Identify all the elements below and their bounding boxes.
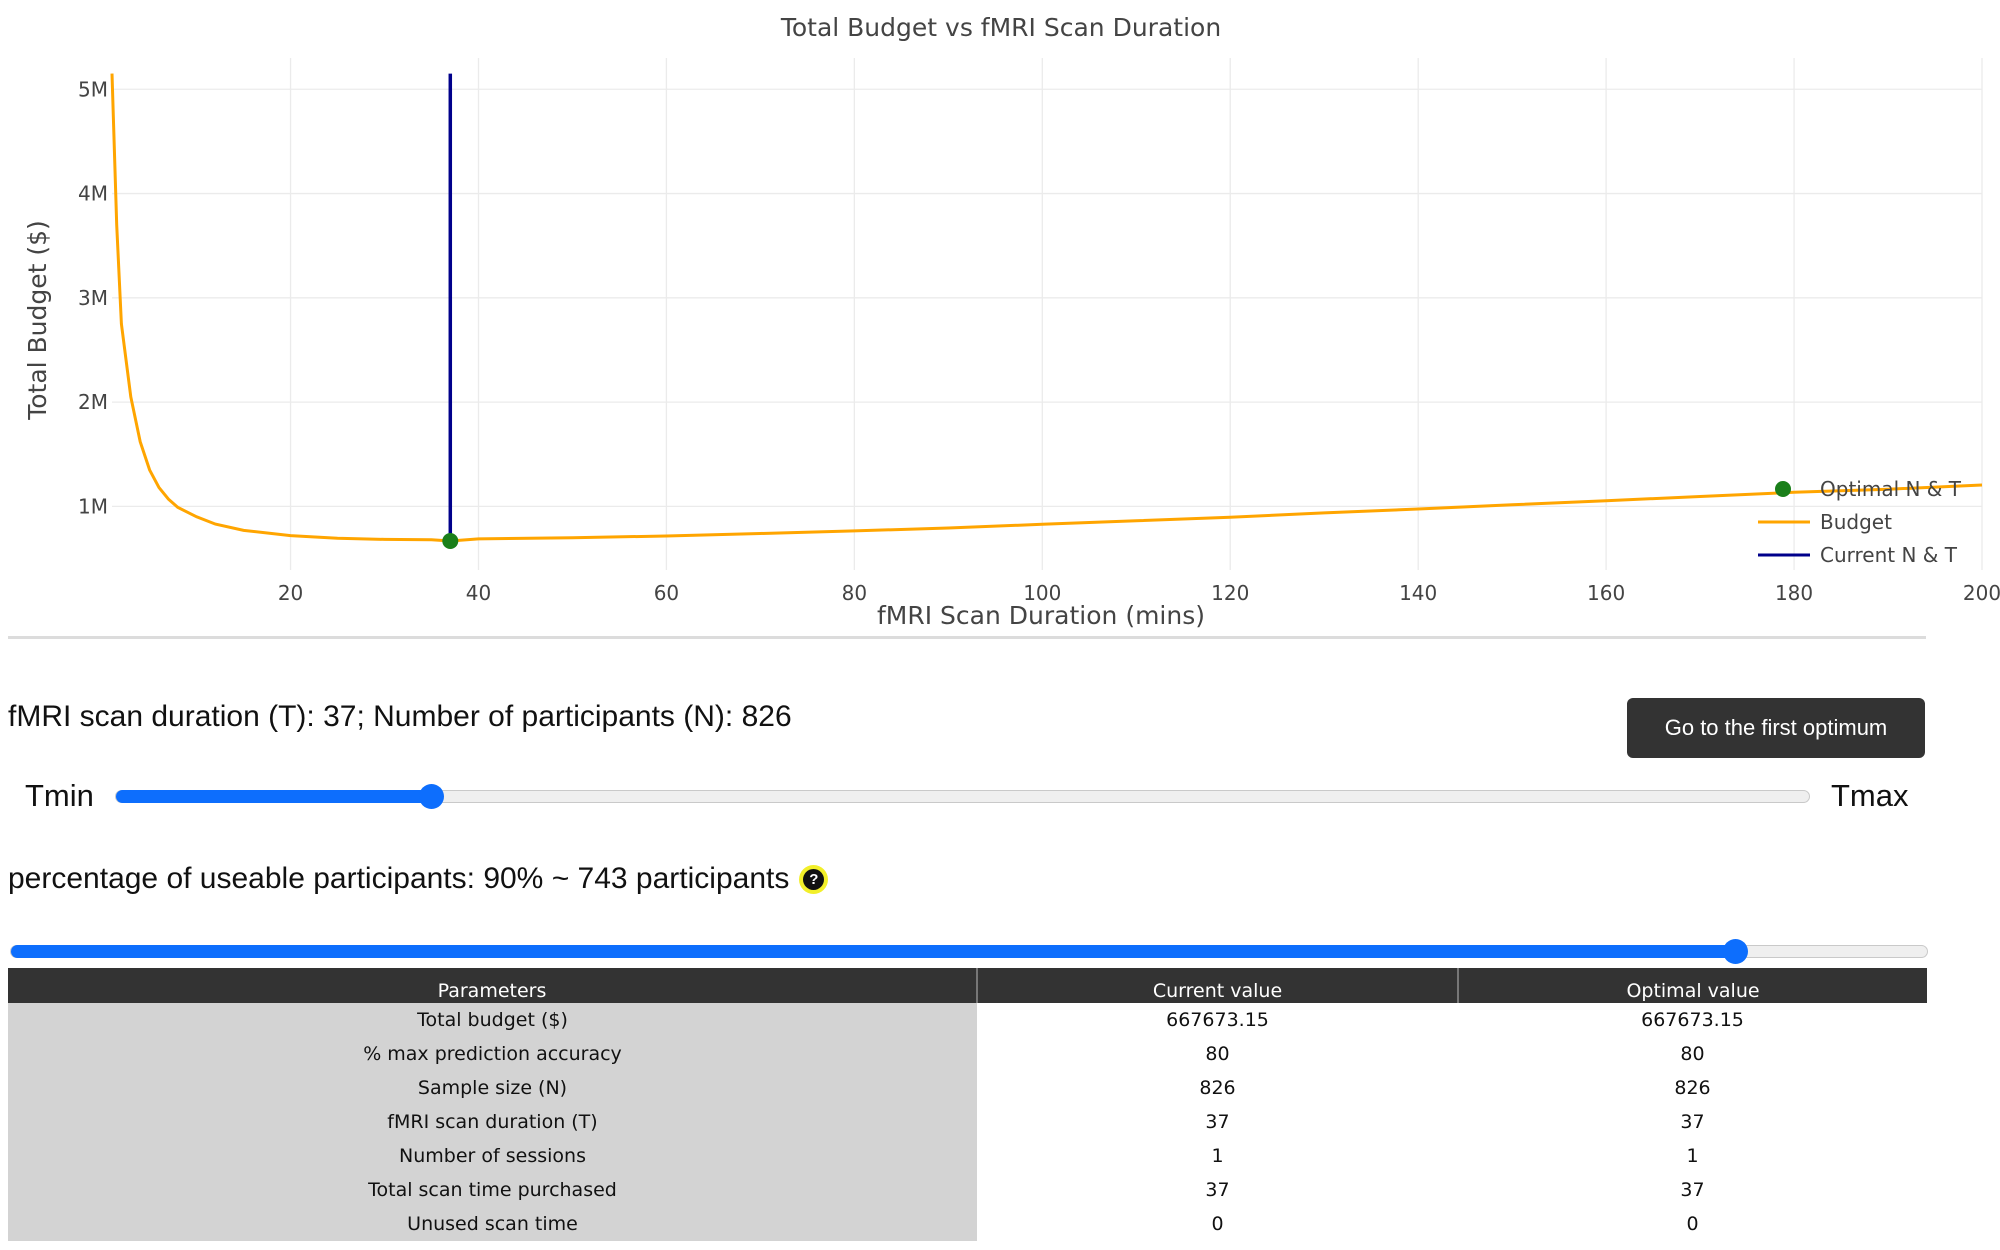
optimal-value-cell: 667673.15 [1641, 1009, 1744, 1031]
x-tick-label: 200 [1963, 581, 2000, 605]
x-axis: 20 40 60 80 100 120 140 160 180 200 [278, 581, 2000, 605]
y-axis: 1M 2M 3M 4M 5M [78, 77, 108, 518]
divider [8, 636, 1926, 639]
parameter-cell: Total scan time purchased [8, 1173, 977, 1207]
current-value-cell: 667673.15 [1166, 1009, 1269, 1031]
optimal-value-cell: 37 [1680, 1179, 1705, 1201]
table-header-row: Parameters Current value Optimal value [8, 968, 1927, 1003]
table-row: Sample size (N) 826 826 [8, 1071, 1927, 1105]
table-body: Total budget ($) 667673.15 667673.15 % max… [8, 1003, 1927, 1241]
x-tick-label: 80 [842, 581, 867, 605]
parameter-cell: Sample size (N) [8, 1071, 977, 1105]
x-tick-label: 120 [1211, 581, 1249, 605]
question-circle-icon[interactable]: ? [799, 864, 829, 894]
y-tick-label: 1M [78, 494, 108, 518]
table-row: Total scan time purchased 37 37 [8, 1173, 1927, 1207]
legend-label: Budget [1820, 510, 1892, 534]
chart-title: Total Budget vs fMRI Scan Duration [780, 13, 1221, 42]
current-value-cell: 0 [1211, 1213, 1224, 1235]
current-value-cell: 826 [1199, 1077, 1236, 1099]
parameters-table: Parameters Current value Optimal value T… [8, 968, 1927, 1241]
legend-label: Current N & T [1820, 543, 1958, 567]
chart-svg: Total Budget vs fMRI Scan Duration 20 40 6… [23, 13, 2000, 630]
parameter-cell: Number of sessions [8, 1139, 977, 1173]
optimal-value-cell: 0 [1686, 1213, 1699, 1235]
useable-participants-slider-thumb[interactable] [1723, 939, 1749, 964]
optimal-nt-point [442, 533, 459, 550]
column-header-current-value: Current value [977, 968, 1459, 1003]
useable-participants-slider-fill [11, 945, 1736, 958]
question-mark-glyph: ? [803, 868, 825, 890]
legend-label: Optimal N & T [1820, 477, 1962, 501]
parameter-cell: fMRI scan duration (T) [8, 1105, 977, 1139]
x-tick-label: 60 [654, 581, 679, 605]
table-row: Number of sessions 1 1 [8, 1139, 1927, 1173]
parameter-cell: Total budget ($) [8, 1003, 977, 1037]
x-tick-label: 180 [1775, 581, 1813, 605]
x-tick-label: 140 [1399, 581, 1437, 605]
table-row: fMRI scan duration (T) 37 37 [8, 1105, 1927, 1139]
optimal-value-cell: 80 [1680, 1043, 1705, 1065]
column-header-parameters: Parameters [8, 968, 978, 1003]
x-axis-title: fMRI Scan Duration (mins) [877, 601, 1205, 630]
optimal-value-cell: 826 [1674, 1077, 1711, 1099]
y-tick-label: 2M [78, 390, 108, 414]
table-row: % max prediction accuracy 80 80 [8, 1037, 1927, 1071]
budget-chart: Total Budget vs fMRI Scan Duration 20 40 6… [23, 13, 2000, 630]
chart-marks [110, 73, 1983, 550]
current-value-cell: 80 [1205, 1043, 1230, 1065]
optimal-value-cell: 1 [1686, 1145, 1699, 1167]
y-tick-label: 5M [78, 77, 108, 101]
table-row: Unused scan time 0 0 [8, 1207, 1927, 1241]
useable-participants-row: percentage of useable participants: 90% … [8, 862, 829, 896]
optimal-value-cell: 37 [1680, 1111, 1705, 1133]
current-value-cell: 37 [1205, 1179, 1230, 1201]
y-tick-label: 4M [78, 182, 108, 206]
current-value-cell: 37 [1205, 1111, 1230, 1133]
go-to-first-optimum-button[interactable]: Go to the first optimum [1627, 698, 1925, 758]
parameter-cell: Unused scan time [8, 1207, 977, 1241]
chart-legend[interactable]: Optimal N & T Budget Current N & T [1758, 477, 1962, 567]
budget-line [110, 73, 1983, 543]
legend-swatch-optimal [1775, 481, 1791, 497]
y-axis-title: Total Budget ($) [23, 220, 52, 421]
parameter-cell: % max prediction accuracy [8, 1037, 977, 1071]
table-row: Total budget ($) 667673.15 667673.15 [8, 1003, 1927, 1037]
duration-participants-text: fMRI scan duration (T): 37; Number of pa… [8, 700, 792, 733]
tmin-label: Tmin [25, 778, 94, 813]
useable-participants-slider[interactable] [10, 939, 1928, 964]
scan-duration-slider[interactable] [115, 784, 1810, 809]
x-tick-label: 40 [466, 581, 491, 605]
column-header-optimal-value: Optimal value [1458, 968, 1927, 1003]
current-value-cell: 1 [1211, 1145, 1224, 1167]
scan-duration-slider-thumb[interactable] [418, 784, 444, 809]
chart-grid [112, 58, 1983, 570]
x-tick-label: 20 [278, 581, 303, 605]
x-tick-label: 160 [1587, 581, 1625, 605]
tmax-label: Tmax [1831, 778, 1909, 813]
useable-participants-text: percentage of useable participants: 90% … [8, 862, 790, 895]
x-tick-label: 100 [1023, 581, 1061, 605]
y-tick-label: 3M [78, 286, 108, 310]
scan-duration-slider-fill [116, 790, 431, 803]
